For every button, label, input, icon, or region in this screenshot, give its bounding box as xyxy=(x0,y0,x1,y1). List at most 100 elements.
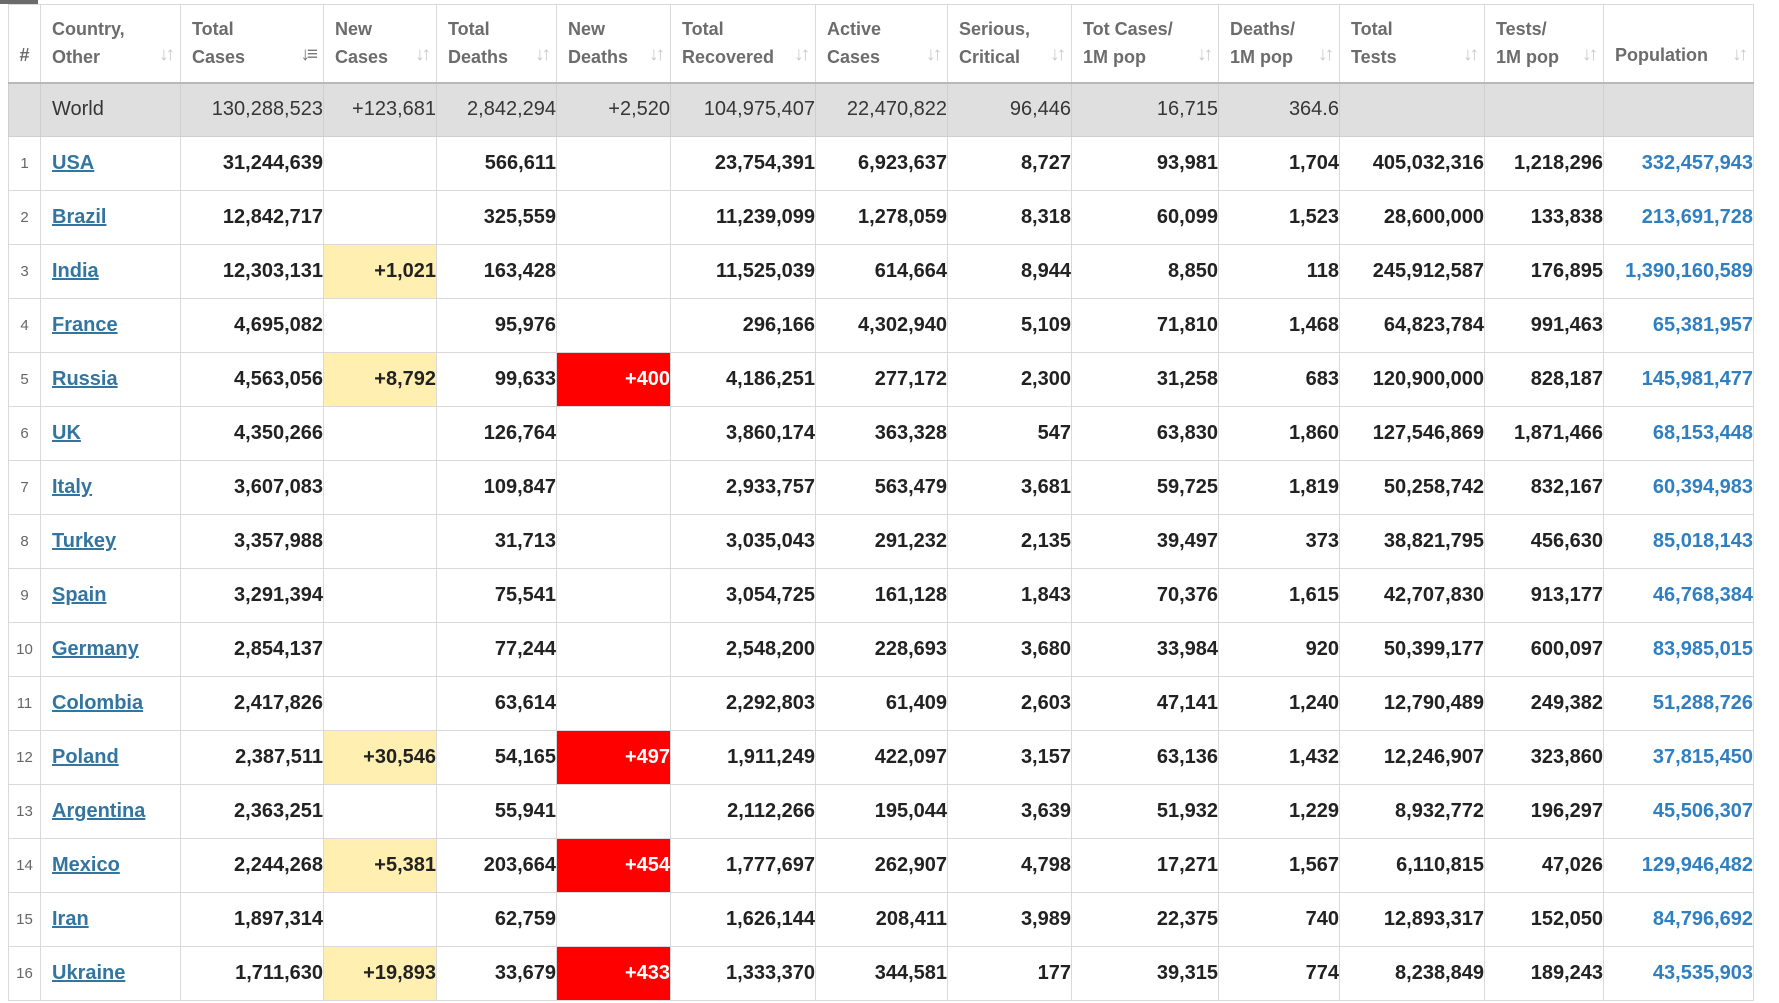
tot-cases-1m-cell: 63,830 xyxy=(1071,406,1219,461)
column-header-label: Total Tests xyxy=(1351,19,1397,67)
deaths-1m-cell: 683 xyxy=(1218,352,1340,407)
tests-1m-cell: 152,050 xyxy=(1484,892,1604,947)
total-recovered-cell: 2,548,200 xyxy=(670,622,816,677)
active-cases-cell: 344,581 xyxy=(815,946,948,1001)
rank-cell: 2 xyxy=(8,190,41,245)
country-link[interactable]: Spain xyxy=(52,584,107,606)
sort-arrows-icon[interactable]: ↓↑ xyxy=(926,44,942,65)
total-recovered-cell: 11,239,099 xyxy=(670,190,816,245)
rank-cell: 12 xyxy=(8,730,41,785)
country-link[interactable]: France xyxy=(52,314,118,336)
population-cell: 84,796,692 xyxy=(1603,892,1754,947)
total-recovered-cell: 104,975,407 xyxy=(670,82,816,137)
country-cell: Mexico xyxy=(40,838,181,893)
column-header-total-cases[interactable]: Total Cases ↓≡ xyxy=(180,4,324,84)
deaths-1m-cell: 373 xyxy=(1218,514,1340,569)
column-header-total-deaths[interactable]: Total Deaths ↓↑ xyxy=(436,4,557,84)
tests-1m-cell: 832,167 xyxy=(1484,460,1604,515)
country-link[interactable]: Italy xyxy=(52,476,93,498)
country-link[interactable]: Poland xyxy=(52,746,119,768)
active-cases-cell: 208,411 xyxy=(815,892,948,947)
total-recovered-cell: 2,933,757 xyxy=(670,460,816,515)
country-link[interactable]: Germany xyxy=(52,638,139,660)
country-link[interactable]: Brazil xyxy=(52,206,107,228)
column-header-tests-1m[interactable]: Tests/ 1M pop ↓↑ xyxy=(1484,4,1604,84)
total-deaths-cell: 55,941 xyxy=(436,784,557,839)
serious-critical-cell: 3,157 xyxy=(947,730,1072,785)
rank-cell: 5 xyxy=(8,352,41,407)
rank-cell: 8 xyxy=(8,514,41,569)
column-header-population[interactable]: Population ↓↑ xyxy=(1603,4,1754,84)
rank-cell: 4 xyxy=(8,298,41,353)
column-header-tot-cases-1m[interactable]: Tot Cases/ 1M pop ↓↑ xyxy=(1071,4,1219,84)
sort-arrows-icon[interactable]: ↓↑ xyxy=(649,44,665,65)
country-link[interactable]: Russia xyxy=(52,368,118,390)
sort-arrows-icon[interactable]: ↓↑ xyxy=(1732,44,1748,65)
column-header-deaths-1m[interactable]: Deaths/ 1M pop ↓↑ xyxy=(1218,4,1340,84)
sort-arrows-icon[interactable]: ↓↑ xyxy=(794,44,810,65)
column-header-country[interactable]: Country, Other ↓↑ xyxy=(40,4,181,84)
sort-arrows-icon[interactable]: ↓↑ xyxy=(1197,44,1213,65)
sort-arrows-icon[interactable]: ↓↑ xyxy=(1050,44,1066,65)
country-cell: Russia xyxy=(40,352,181,407)
sort-arrows-icon[interactable]: ↓↑ xyxy=(415,44,431,65)
country-link[interactable]: Mexico xyxy=(52,854,120,876)
total-tests-cell: 28,600,000 xyxy=(1339,190,1485,245)
column-header-total-recovered[interactable]: Total Recovered ↓↑ xyxy=(670,4,816,84)
deaths-1m-cell: 118 xyxy=(1218,244,1340,299)
active-tab-indicator[interactable] xyxy=(0,0,38,4)
total-tests-cell: 50,258,742 xyxy=(1339,460,1485,515)
sort-arrows-icon[interactable]: ↓↑ xyxy=(159,44,175,65)
sort-arrows-icon[interactable]: ↓↑ xyxy=(1582,44,1598,65)
serious-critical-cell: 2,135 xyxy=(947,514,1072,569)
country-link[interactable]: USA xyxy=(52,152,95,174)
total-tests-cell: 8,932,772 xyxy=(1339,784,1485,839)
total-cases-cell: 12,842,717 xyxy=(180,190,324,245)
active-cases-cell: 363,328 xyxy=(815,406,948,461)
total-deaths-cell: 54,165 xyxy=(436,730,557,785)
total-deaths-cell: 163,428 xyxy=(436,244,557,299)
country-link[interactable]: India xyxy=(52,260,99,282)
sort-arrows-icon[interactable]: ↓↑ xyxy=(1463,44,1479,65)
total-tests-cell: 12,790,489 xyxy=(1339,676,1485,731)
column-header-serious-critical[interactable]: Serious, Critical ↓↑ xyxy=(947,4,1072,84)
tot-cases-1m-cell: 31,258 xyxy=(1071,352,1219,407)
column-header-new-deaths[interactable]: New Deaths ↓↑ xyxy=(556,4,671,84)
sort-arrows-icon[interactable]: ↓↑ xyxy=(1318,44,1334,65)
active-cases-cell: 422,097 xyxy=(815,730,948,785)
total-cases-cell: 3,357,988 xyxy=(180,514,324,569)
new-deaths-cell xyxy=(556,406,671,461)
country-link[interactable]: Iran xyxy=(52,908,89,930)
country-link[interactable]: Turkey xyxy=(52,530,117,552)
new-deaths-cell xyxy=(556,190,671,245)
total-deaths-cell: 33,679 xyxy=(436,946,557,1001)
total-deaths-cell: 203,664 xyxy=(436,838,557,893)
column-header-rank[interactable]: # xyxy=(8,4,41,84)
tot-cases-1m-cell: 70,376 xyxy=(1071,568,1219,623)
column-header-label: Total Deaths xyxy=(448,19,509,67)
active-cases-cell: 61,409 xyxy=(815,676,948,731)
column-header-active-cases[interactable]: Active Cases ↓↑ xyxy=(815,4,948,84)
tests-1m-cell: 133,838 xyxy=(1484,190,1604,245)
country-link[interactable]: Ukraine xyxy=(52,962,126,984)
new-deaths-cell xyxy=(556,784,671,839)
column-header-total-tests[interactable]: Total Tests ↓↑ xyxy=(1339,4,1485,84)
total-tests-cell: 12,246,907 xyxy=(1339,730,1485,785)
active-cases-cell: 195,044 xyxy=(815,784,948,839)
population-cell: 213,691,728 xyxy=(1603,190,1754,245)
column-header-label: Active Cases xyxy=(827,19,882,67)
country-link[interactable]: Argentina xyxy=(52,800,146,822)
column-header-new-cases[interactable]: New Cases ↓↑ xyxy=(323,4,437,84)
sort-arrows-icon[interactable]: ↓↑ xyxy=(535,44,551,65)
total-cases-cell: 3,607,083 xyxy=(180,460,324,515)
new-cases-cell xyxy=(323,676,437,731)
total-recovered-cell: 3,860,174 xyxy=(670,406,816,461)
total-recovered-cell: 2,292,803 xyxy=(670,676,816,731)
population-cell xyxy=(1603,82,1754,137)
sort-descending-icon[interactable]: ↓≡ xyxy=(300,44,318,65)
country-link[interactable]: UK xyxy=(52,422,81,444)
new-cases-cell xyxy=(323,514,437,569)
serious-critical-cell: 8,944 xyxy=(947,244,1072,299)
country-link[interactable]: Colombia xyxy=(52,692,144,714)
new-deaths-cell xyxy=(556,676,671,731)
